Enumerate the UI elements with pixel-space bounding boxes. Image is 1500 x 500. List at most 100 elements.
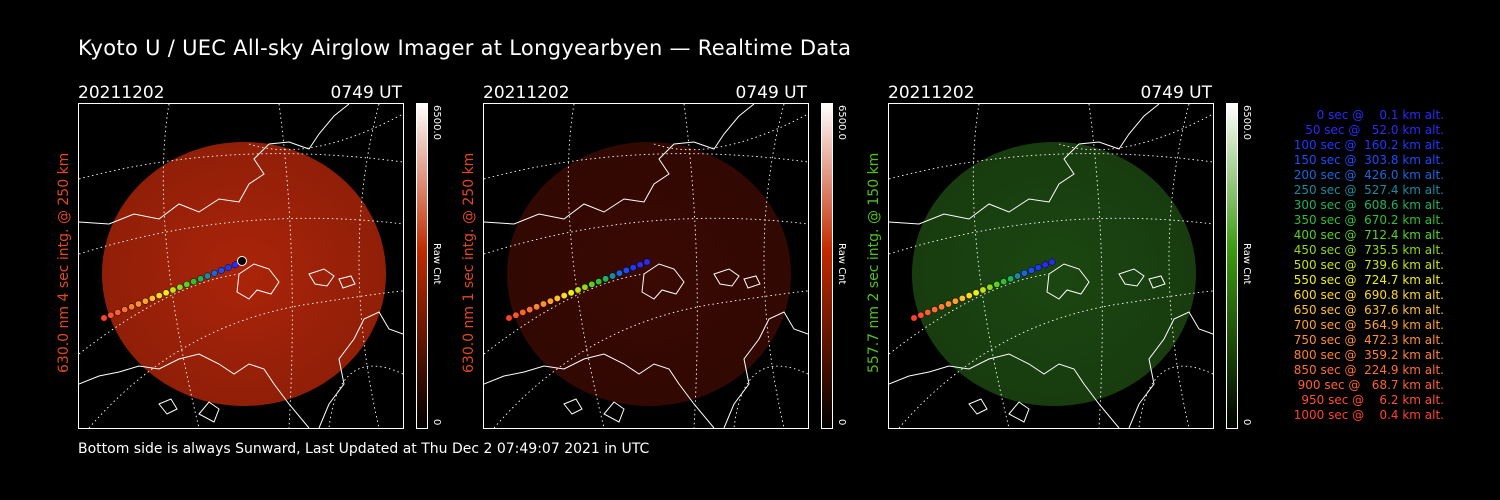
trajectory-point (993, 280, 1001, 288)
grid-line (248, 113, 403, 151)
trajectory-point (609, 272, 616, 280)
trajectory-point (553, 294, 561, 302)
coastline (318, 311, 403, 428)
trajectory-point (176, 283, 184, 291)
coastline (889, 104, 1160, 225)
grid-line (1088, 104, 1103, 428)
trajectory-point (546, 297, 554, 305)
grid-line (328, 365, 403, 428)
trajectory-point (615, 269, 623, 277)
trajectory-point (183, 280, 191, 288)
trajectory-point (210, 269, 218, 277)
legend-entry: 500 sec @ 739.6 km alt. (1289, 258, 1444, 272)
colorbar-max-label: 6500.0 (1241, 105, 1252, 140)
colorbar-min-label: 0 (836, 419, 847, 426)
grid-line (484, 273, 645, 355)
panel-date: 20211202 (888, 83, 975, 103)
trajectory-point (519, 308, 527, 316)
legend-entry: 650 sec @ 637.6 km alt. (1289, 303, 1444, 317)
trajectory-point (643, 258, 651, 266)
page-title: Kyoto U / UEC All-sky Airglow Imager at … (78, 36, 852, 60)
trajectory-point (924, 308, 932, 316)
trajectory-point (629, 264, 637, 272)
trajectory-point (602, 275, 610, 283)
imager-panel-2: 20211202 0749 UT 630.0 nm 1 sec intg. @ 25… (461, 83, 873, 431)
allsky-image (483, 103, 809, 429)
legend-entry: 200 sec @ 426.0 km alt. (1289, 168, 1444, 182)
colorbar-min-label: 0 (431, 419, 442, 426)
coastline (484, 104, 755, 225)
legend-entry: 700 sec @ 564.9 km alt. (1289, 318, 1444, 332)
coastline (236, 263, 280, 300)
trajectory-point (622, 266, 630, 274)
trajectory-point (1007, 275, 1015, 283)
trajectory-point (636, 261, 644, 269)
trajectory-point (197, 275, 205, 283)
coastline (713, 268, 740, 287)
trajectory-point (917, 311, 925, 319)
imager-panel-3: 20211202 0749 UT 557.7 nm 2 sec intg. @ 15… (866, 83, 1278, 431)
allsky-image (78, 103, 404, 429)
grid-line (763, 104, 785, 428)
trajectory-point (190, 278, 198, 286)
coastline (484, 353, 715, 428)
trajectory-point (231, 261, 239, 269)
legend-entry: 300 sec @ 608.6 km alt. (1289, 198, 1444, 212)
panel-time: 0749 UT (735, 83, 808, 103)
colorbar-unit-label: Raw Cnt (836, 243, 847, 285)
trajectory-point (1034, 264, 1042, 272)
legend-entry: 550 sec @ 724.7 km alt. (1289, 273, 1444, 287)
colorbar (821, 103, 833, 429)
trajectory-point (972, 289, 980, 297)
trajectory-point (979, 286, 987, 294)
panel-date: 20211202 (78, 83, 165, 103)
trajectory-point (107, 311, 115, 319)
panel-wavelength-label: 630.0 nm 1 sec intg. @ 250 km (461, 152, 477, 373)
trajectory-point (121, 306, 129, 314)
grid-line (733, 365, 808, 428)
trajectory-point (135, 300, 142, 308)
coastline (338, 275, 356, 289)
panel-time: 0749 UT (330, 83, 403, 103)
coastline (641, 263, 685, 300)
colorbar (1226, 103, 1238, 429)
coastline (889, 353, 1120, 428)
launch-site-marker (237, 256, 247, 266)
legend-entry: 600 sec @ 690.8 km alt. (1289, 288, 1444, 302)
legend-entry: 450 sec @ 735.5 km alt. (1289, 243, 1444, 257)
trajectory-point (931, 306, 939, 314)
coastline (968, 398, 988, 415)
trajectory-point (512, 311, 520, 319)
grid-line (889, 273, 1050, 355)
trajectory-point (1020, 269, 1028, 277)
grid-line (1138, 365, 1213, 428)
coastline (158, 398, 178, 415)
trajectory-point (567, 289, 575, 297)
coastline (1046, 263, 1090, 300)
trajectory-point (540, 300, 547, 308)
grid-line (1168, 104, 1190, 428)
trajectory-point (986, 283, 994, 291)
coastline (563, 398, 583, 415)
trajectory-point (1041, 261, 1049, 269)
grid-line (278, 104, 293, 428)
trajectory-point (560, 292, 568, 300)
grid-line (88, 290, 403, 428)
grid-line (358, 104, 380, 428)
grid-line (898, 290, 1213, 428)
legend-entry: 850 sec @ 224.9 km alt. (1289, 363, 1444, 377)
grid-line (493, 290, 808, 428)
coastline (1128, 311, 1213, 428)
legend-entry: 0 sec @ 0.1 km alt. (1305, 108, 1444, 122)
legend-entry: 350 sec @ 670.2 km alt. (1289, 213, 1444, 227)
trajectory-legend: 0 sec @ 0.1 km alt. 50 sec @ 52.0 km alt… (1262, 108, 1444, 423)
coastline (79, 104, 350, 225)
grid-line (79, 273, 240, 355)
trajectory-point (217, 266, 225, 274)
trajectory-point (581, 283, 589, 291)
coastline (79, 353, 310, 428)
coastline (723, 311, 808, 428)
trajectory-point (114, 308, 122, 316)
colorbar-min-label: 0 (1241, 419, 1252, 426)
trajectory-point (148, 294, 156, 302)
